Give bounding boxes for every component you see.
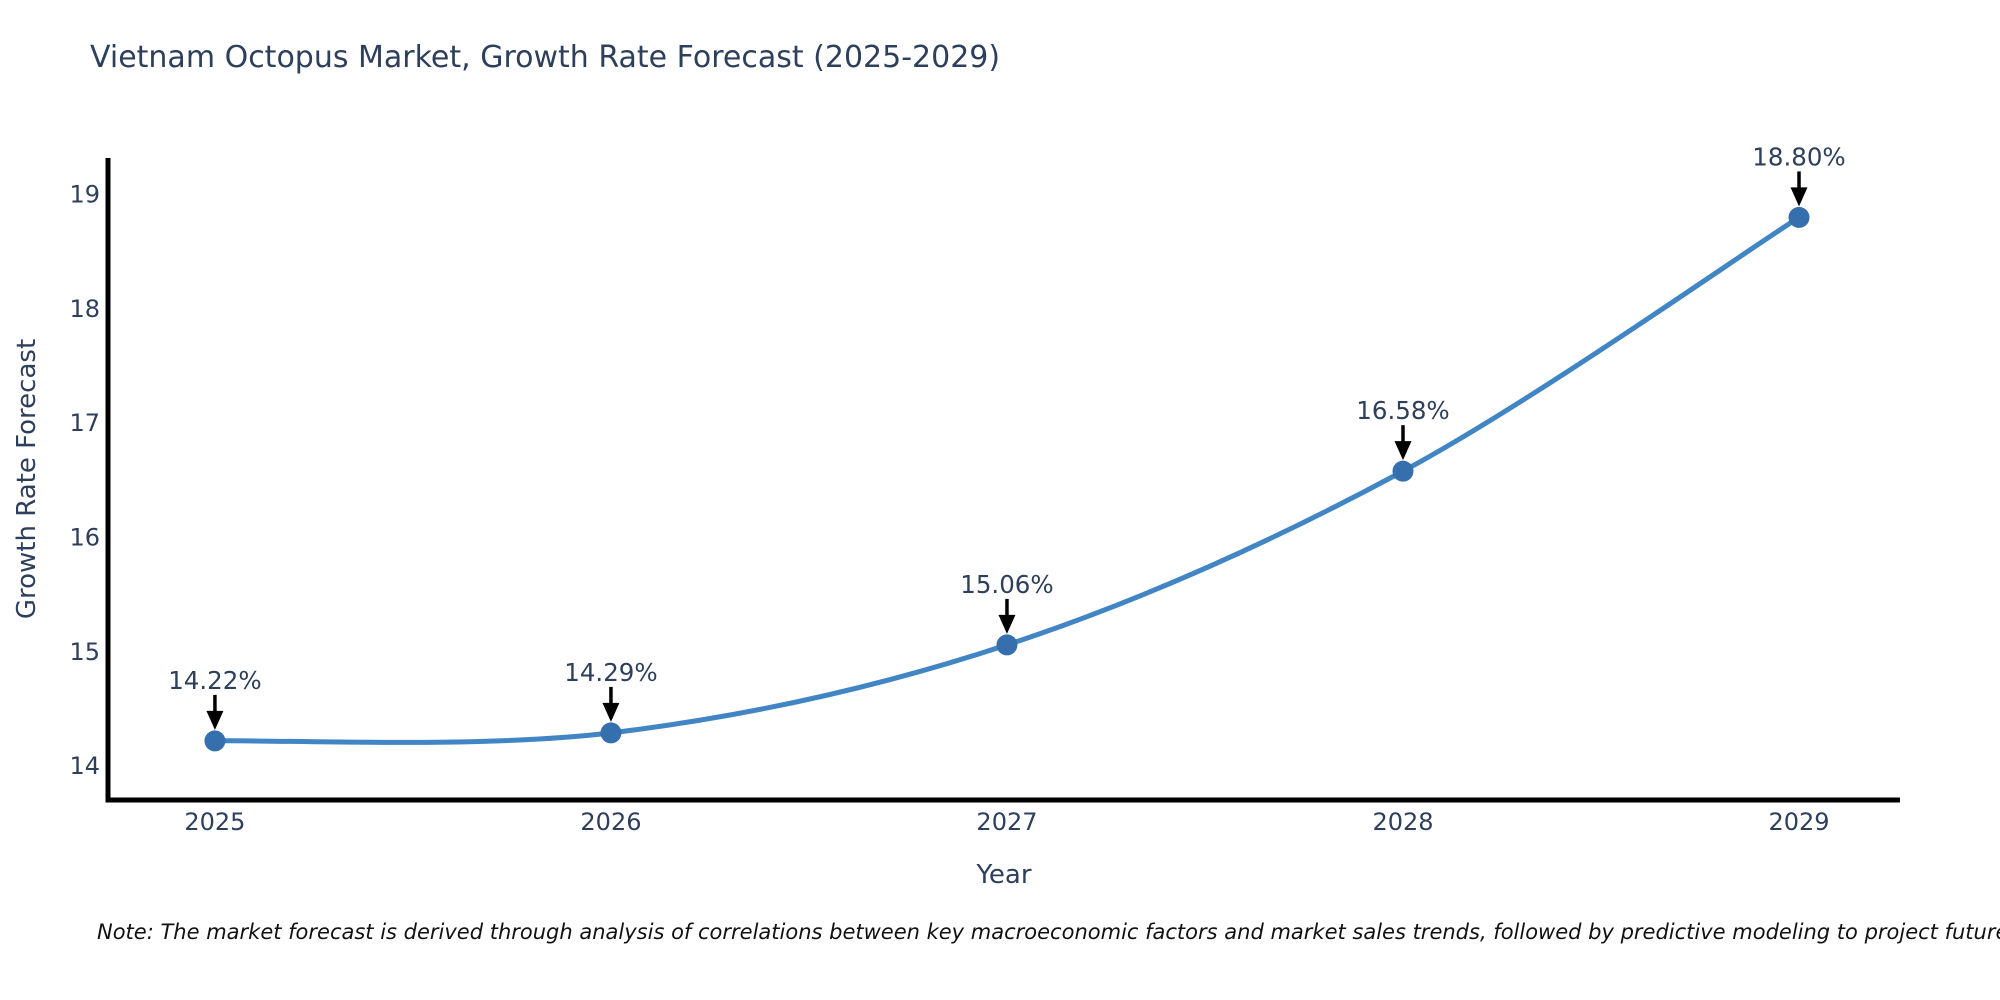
y-tick-label-14: 14 xyxy=(69,752,100,780)
x-tick-label-2025: 2025 xyxy=(184,808,245,836)
data-point-marker-2029 xyxy=(1788,206,1810,228)
y-tick-label-17: 17 xyxy=(69,409,100,437)
x-tick-label-2029: 2029 xyxy=(1768,808,1829,836)
data-point-marker-2025 xyxy=(204,730,226,752)
data-point-marker-2028 xyxy=(1392,460,1414,482)
data-point-marker-2026 xyxy=(600,722,622,744)
y-tick-label-15: 15 xyxy=(69,638,100,666)
x-tick-label-2027: 2027 xyxy=(976,808,1037,836)
trend-line xyxy=(212,214,1802,745)
y-tick-label-16: 16 xyxy=(69,523,100,551)
data-point-marker-2027 xyxy=(996,634,1018,656)
y-tick-label-18: 18 xyxy=(69,295,100,323)
footnote: Note: The market forecast is derived thr… xyxy=(97,920,2000,944)
annotation-arrowhead xyxy=(1394,441,1412,461)
point-value-label: 14.22% xyxy=(168,666,261,695)
point-value-label: 16.58% xyxy=(1356,396,1449,425)
annotation-arrowhead xyxy=(602,702,620,722)
point-value-label: 18.80% xyxy=(1752,142,1845,171)
chart-title: Vietnam Octopus Market, Growth Rate Fore… xyxy=(90,40,1001,75)
x-tick-label-2028: 2028 xyxy=(1372,808,1433,836)
x-axis-title: Year xyxy=(976,860,1032,890)
y-axis-title: Growth Rate Forecast xyxy=(12,338,42,620)
axis-lines xyxy=(105,158,1900,803)
x-tick-label-2026: 2026 xyxy=(580,808,641,836)
annotation-arrowhead xyxy=(206,710,224,730)
annotation-arrowhead xyxy=(998,614,1016,634)
annotation-arrowhead xyxy=(1790,187,1808,207)
point-value-label: 15.06% xyxy=(960,570,1053,599)
point-value-label: 14.29% xyxy=(564,658,657,687)
y-tick-label-19: 19 xyxy=(69,181,100,209)
